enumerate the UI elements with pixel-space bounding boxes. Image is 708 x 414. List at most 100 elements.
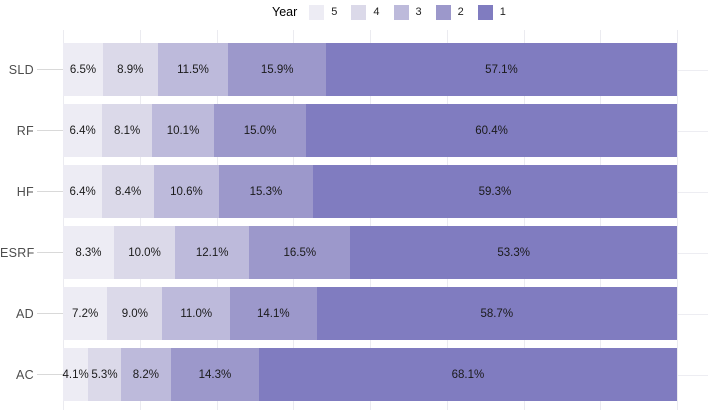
- gridline-vertical: [140, 30, 141, 410]
- y-axis-label-ad: AD: [16, 306, 34, 321]
- bar-row-rf: 6.4% 8.1% 10.1% 15.0% 60.4%: [63, 104, 677, 157]
- y-axis-tick: [37, 374, 63, 375]
- gridline-vertical: [370, 30, 371, 410]
- value-label: 58.7%: [480, 307, 514, 320]
- bar-segment-sld-year-4: 8.9%: [102, 43, 158, 96]
- legend-label: 2: [457, 6, 464, 18]
- legend-item-year-3: 3: [393, 4, 428, 20]
- bar-segment-rf-year-2: 15.0%: [214, 104, 307, 157]
- legend-swatch: [393, 4, 409, 20]
- bar-segment-sld-year-3: 11.5%: [157, 43, 229, 96]
- bar-segment-ad-year-3: 11.0%: [162, 287, 230, 340]
- legend-swatch: [351, 4, 367, 20]
- value-label: 12.1%: [195, 246, 229, 259]
- gridline-vertical: [293, 30, 294, 410]
- value-label: 14.1%: [256, 307, 290, 320]
- legend-label: 5: [331, 6, 338, 18]
- value-label: 57.1%: [485, 63, 518, 76]
- value-label: 9.0%: [121, 307, 148, 320]
- value-label: 8.2%: [132, 368, 159, 381]
- bar-segment-esrf-year-3: 12.1%: [175, 226, 250, 279]
- value-label: 8.3%: [75, 246, 102, 259]
- bar-row-hf: 6.4% 8.4% 10.6% 15.3% 59.3%: [63, 165, 677, 218]
- bar-segment-hf-year-1: 59.3%: [312, 165, 677, 218]
- bar-row-esrf: 8.3% 10.0% 12.1% 16.5% 53.3%: [63, 226, 677, 279]
- value-label: 59.3%: [478, 185, 512, 198]
- y-axis-tick: [37, 191, 63, 192]
- value-label: 60.4%: [475, 124, 508, 137]
- value-label: 6.4%: [69, 185, 96, 198]
- plot-panel: 6.5% 8.9% 11.5% 15.9% 57.1% 6.4% 8.1% 10.1% 15.0…: [62, 30, 708, 410]
- bar-segment-ac-year-5: 4.1%: [62, 348, 89, 401]
- bar-segment-rf-year-5: 6.4%: [63, 104, 103, 157]
- gridline-vertical: [677, 30, 678, 410]
- legend-label: 4: [373, 6, 380, 18]
- bar-segment-ad-year-4: 9.0%: [107, 287, 163, 340]
- y-axis-tick: [37, 130, 63, 131]
- y-axis: SLD RF HF ESRF AD AC: [0, 30, 63, 410]
- bar-segment-esrf-year-4: 10.0%: [113, 226, 176, 279]
- y-axis-label-rf: RF: [16, 123, 34, 138]
- y-axis-tick: [37, 252, 63, 253]
- y-axis-row-ac: AC: [0, 348, 63, 401]
- bar-segment-esrf-year-2: 16.5%: [249, 226, 351, 279]
- bar-segment-ad-year-1: 58.7%: [316, 287, 677, 340]
- value-label: 15.9%: [260, 63, 294, 76]
- gridline-vertical: [524, 30, 525, 410]
- gridline-vertical: [217, 30, 218, 410]
- bar-segment-sld-year-2: 15.9%: [228, 43, 327, 96]
- y-axis-label-esrf: ESRF: [0, 245, 35, 260]
- bar-segment-ac-year-1: 68.1%: [258, 348, 677, 401]
- y-axis-row-ad: AD: [0, 287, 63, 340]
- value-label: 15.3%: [249, 185, 283, 198]
- legend-label: 1: [499, 6, 506, 18]
- value-label: 68.1%: [451, 368, 485, 381]
- bar-segment-hf-year-4: 8.4%: [102, 165, 154, 218]
- legend-title: Year: [272, 5, 298, 19]
- value-label: 7.2%: [71, 307, 99, 320]
- y-axis-row-esrf: ESRF: [0, 226, 63, 279]
- legend-item-year-2: 2: [435, 4, 470, 20]
- legend-item-year-1: 1: [477, 4, 512, 20]
- value-label: 16.5%: [283, 246, 317, 259]
- y-axis-row-sld: SLD: [0, 43, 63, 96]
- value-label: 4.1%: [62, 368, 89, 381]
- legend-item-year-5: 5: [309, 4, 343, 20]
- value-label: 10.0%: [128, 246, 161, 259]
- value-label: 15.0%: [243, 124, 277, 137]
- bar-segment-rf-year-4: 8.1%: [102, 104, 152, 157]
- y-axis-row-hf: HF: [0, 165, 63, 218]
- bar-segment-ad-year-5: 7.2%: [63, 287, 108, 340]
- bar-segment-esrf-year-1: 53.3%: [350, 226, 677, 279]
- bar-row-sld: 6.5% 8.9% 11.5% 15.9% 57.1%: [63, 43, 677, 96]
- value-label: 10.1%: [166, 124, 200, 137]
- legend-swatch: [309, 4, 325, 20]
- bar-segment-rf-year-1: 60.4%: [306, 104, 677, 157]
- bar-segment-sld-year-1: 57.1%: [326, 43, 677, 96]
- value-label: 6.5%: [69, 63, 97, 76]
- value-label: 14.3%: [198, 368, 232, 381]
- legend-label: 3: [415, 6, 422, 18]
- value-label: 8.4%: [114, 185, 142, 198]
- y-axis-row-rf: RF: [0, 104, 63, 157]
- gridline-vertical: [63, 30, 64, 410]
- y-axis-label-sld: SLD: [8, 62, 34, 77]
- bar-segment-sld-year-5: 6.5%: [63, 43, 103, 96]
- bar-segment-ac-year-3: 8.2%: [120, 348, 172, 401]
- value-label: 53.3%: [497, 246, 530, 259]
- bar-segment-esrf-year-5: 8.3%: [63, 226, 114, 279]
- value-label: 11.0%: [180, 307, 213, 320]
- bar-segment-hf-year-3: 10.6%: [153, 165, 219, 218]
- bar-segment-rf-year-3: 10.1%: [152, 104, 214, 157]
- bar-segment-ad-year-2: 14.1%: [229, 287, 317, 340]
- bar-segment-hf-year-2: 15.3%: [218, 165, 313, 218]
- y-axis-tick: [37, 313, 63, 314]
- bar-row-ad: 7.2% 9.0% 11.0% 14.1% 58.7%: [63, 287, 677, 340]
- y-axis-label-ac: AC: [16, 367, 34, 382]
- legend-swatch: [435, 4, 451, 20]
- bar-segment-ac-year-2: 14.3%: [171, 348, 259, 401]
- value-label: 10.6%: [170, 185, 203, 198]
- value-label: 8.9%: [117, 63, 144, 76]
- value-label: 11.5%: [177, 63, 209, 76]
